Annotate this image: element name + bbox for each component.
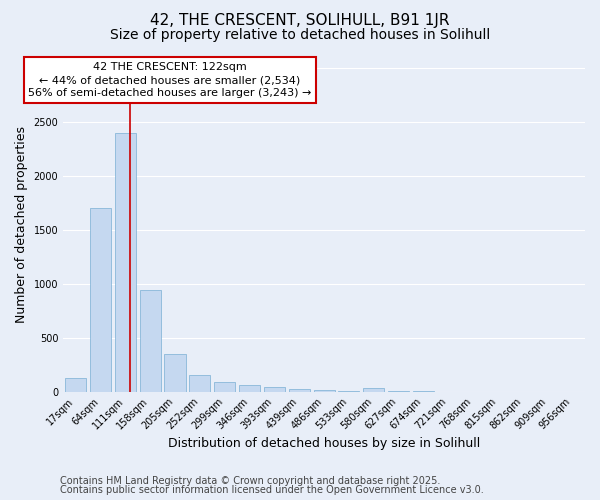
- Bar: [214, 382, 235, 392]
- Bar: [264, 386, 285, 392]
- X-axis label: Distribution of detached houses by size in Solihull: Distribution of detached houses by size …: [168, 437, 480, 450]
- Bar: [289, 390, 310, 392]
- Bar: [314, 390, 335, 392]
- Bar: [90, 208, 111, 392]
- Y-axis label: Number of detached properties: Number of detached properties: [15, 126, 28, 323]
- Text: Size of property relative to detached houses in Solihull: Size of property relative to detached ho…: [110, 28, 490, 42]
- Text: 42, THE CRESCENT, SOLIHULL, B91 1JR: 42, THE CRESCENT, SOLIHULL, B91 1JR: [150, 12, 450, 28]
- Bar: [65, 378, 86, 392]
- Bar: [363, 388, 385, 392]
- Bar: [115, 133, 136, 392]
- Bar: [189, 375, 211, 392]
- Bar: [140, 290, 161, 392]
- Text: Contains HM Land Registry data © Crown copyright and database right 2025.: Contains HM Land Registry data © Crown c…: [60, 476, 440, 486]
- Text: Contains public sector information licensed under the Open Government Licence v3: Contains public sector information licen…: [60, 485, 484, 495]
- Bar: [239, 385, 260, 392]
- Bar: [164, 354, 185, 392]
- Bar: [338, 390, 359, 392]
- Text: 42 THE CRESCENT: 122sqm
← 44% of detached houses are smaller (2,534)
56% of semi: 42 THE CRESCENT: 122sqm ← 44% of detache…: [28, 62, 312, 98]
- Bar: [413, 391, 434, 392]
- Bar: [388, 391, 409, 392]
